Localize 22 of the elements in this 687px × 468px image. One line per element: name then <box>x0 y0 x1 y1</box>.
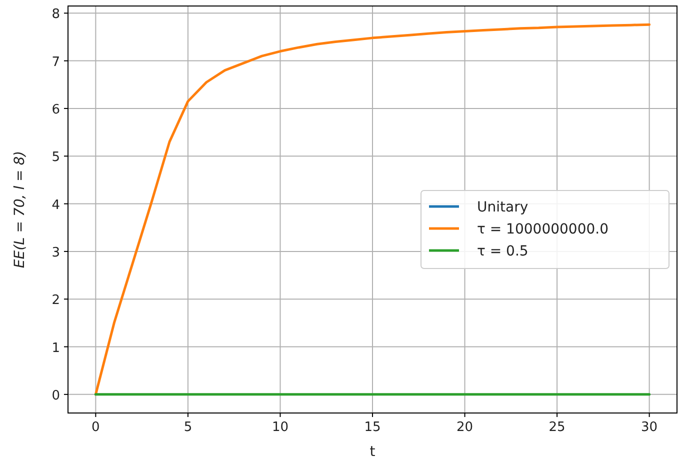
y-tick-label: 1 <box>52 340 60 356</box>
y-axis-title: EE(L = 70, l = 8) <box>12 150 28 268</box>
x-tick-label: 15 <box>364 420 381 435</box>
x-tick-label: 10 <box>272 420 288 435</box>
y-tick-label: 4 <box>52 198 60 213</box>
x-tick-label: 25 <box>548 420 566 435</box>
x-tick-label: 5 <box>184 420 192 435</box>
legend-label: τ = 0.5 <box>477 244 528 260</box>
line-series <box>94 23 651 396</box>
y-tick-label: 7 <box>52 54 60 70</box>
y-tick-label: 0 <box>52 388 60 404</box>
y-tick-label: 5 <box>52 150 60 166</box>
legend-label: τ = 1000000000.0 <box>477 222 608 238</box>
y-tick-label: 6 <box>52 102 60 118</box>
x-axis-title: t <box>370 444 376 460</box>
y-tick-label: 8 <box>52 7 60 22</box>
x-tick-label: 20 <box>456 420 474 435</box>
y-tick-label: 3 <box>52 245 60 260</box>
x-tick-label: 0 <box>92 420 100 435</box>
y-tick-label: 2 <box>52 293 60 308</box>
x-tick-label: 30 <box>641 420 658 435</box>
legend-label: Unitary <box>477 200 528 216</box>
